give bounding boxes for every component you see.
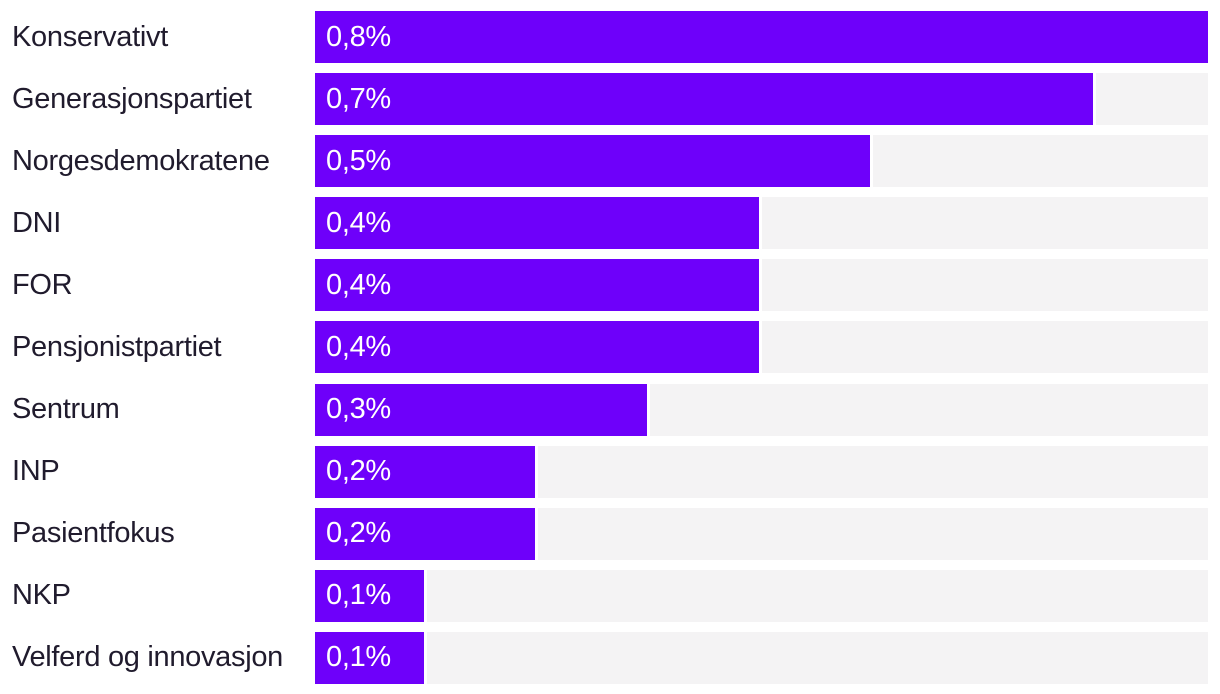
value-label: 0,8% xyxy=(326,20,391,53)
party-label: FOR xyxy=(12,270,73,300)
bar-track: 0,4% xyxy=(315,259,1208,312)
chart-row: INP 0,2% xyxy=(12,445,1208,498)
bar-track: 0,7% xyxy=(315,73,1208,126)
value-label: 0,1% xyxy=(326,579,391,612)
party-label: Pensjonistpartiet xyxy=(12,332,222,362)
value-label: 0,2% xyxy=(326,517,391,550)
bar-track: 0,8% xyxy=(315,11,1208,63)
result-bar: 0,1% xyxy=(315,631,427,684)
result-bar: 0,4% xyxy=(315,321,762,374)
value-label: 0,1% xyxy=(326,641,391,674)
result-bar: 0,4% xyxy=(315,197,762,250)
bar-track: 0,1% xyxy=(315,569,1208,622)
bar-track: 0,5% xyxy=(315,135,1208,188)
chart-row: FOR 0,4% xyxy=(12,259,1208,312)
value-label: 0,4% xyxy=(326,206,391,239)
value-label: 0,4% xyxy=(326,268,391,301)
chart-row: DNI 0,4% xyxy=(12,197,1208,250)
value-label: 0,3% xyxy=(326,393,391,426)
chart-row: Pasientfokus 0,2% xyxy=(12,507,1208,560)
bar-track: 0,4% xyxy=(315,197,1208,250)
result-bar: 0,7% xyxy=(315,73,1097,126)
result-bar: 0,2% xyxy=(315,507,539,560)
result-bar: 0,3% xyxy=(315,383,650,436)
result-bar: 0,2% xyxy=(315,445,539,498)
result-bar: 0,1% xyxy=(315,569,427,622)
chart-row: NKP 0,1% xyxy=(12,569,1208,622)
bar-track: 0,2% xyxy=(315,445,1208,498)
party-label: Pasientfokus xyxy=(12,519,175,549)
party-label: Konservativt xyxy=(12,22,168,52)
party-label: Norgesdemokratene xyxy=(12,146,270,176)
chart-row: Generasjonspartiet 0,7% xyxy=(12,73,1208,126)
bar-track: 0,1% xyxy=(315,631,1208,684)
party-label: NKP xyxy=(12,581,71,611)
party-label: Sentrum xyxy=(12,395,120,425)
value-label: 0,7% xyxy=(326,82,391,115)
value-label: 0,5% xyxy=(326,144,391,177)
result-bar: 0,5% xyxy=(315,135,874,188)
bar-track: 0,3% xyxy=(315,383,1208,436)
result-bar: 0,8% xyxy=(315,11,1208,63)
bar-track: 0,4% xyxy=(315,321,1208,374)
party-label: Velferd og innovasjon xyxy=(12,643,284,673)
chart-row: Pensjonistpartiet 0,4% xyxy=(12,321,1208,374)
result-bar: 0,4% xyxy=(315,259,762,312)
chart-row: Sentrum 0,3% xyxy=(12,383,1208,436)
value-label: 0,2% xyxy=(326,455,391,488)
value-label: 0,4% xyxy=(326,330,391,363)
party-label: INP xyxy=(12,457,60,487)
chart-row: Norgesdemokratene 0,5% xyxy=(12,135,1208,188)
party-label: Generasjonspartiet xyxy=(12,84,252,114)
party-label: DNI xyxy=(12,208,62,238)
chart-row: Velferd og innovasjon 0,1% xyxy=(12,631,1208,684)
chart-row: Konservativt 0,8% xyxy=(12,11,1208,63)
bar-track: 0,2% xyxy=(315,507,1208,560)
